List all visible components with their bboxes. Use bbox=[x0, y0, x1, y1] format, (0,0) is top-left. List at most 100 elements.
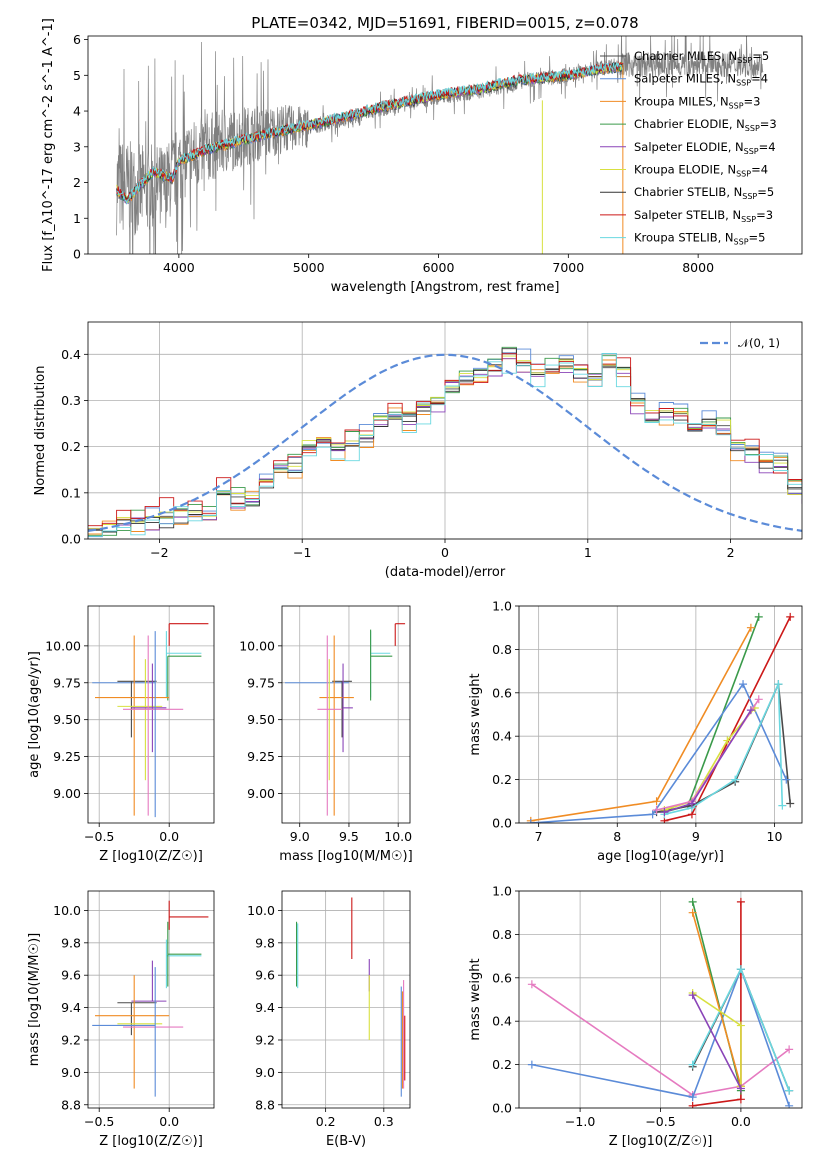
weight-marker bbox=[746, 623, 755, 632]
y-tick-label: 0.0 bbox=[492, 1101, 512, 1116]
y-tick-label: 0.2 bbox=[61, 439, 81, 454]
y-tick-label: 0.0 bbox=[61, 532, 81, 547]
weight-marker bbox=[688, 1101, 697, 1108]
axes: 0.2 0.3 8.8 9.0 9.2 9.4 9.6 9.8 10.0 E(B-V) bbox=[247, 890, 411, 1149]
legend-entry-tail: =3 bbox=[756, 208, 773, 222]
errorbar-point bbox=[370, 631, 391, 698]
weight-marker bbox=[736, 1095, 745, 1104]
x-tick-label: −1.0 bbox=[565, 1114, 595, 1129]
errorbar-point bbox=[131, 960, 167, 1002]
weight-series bbox=[527, 965, 794, 1108]
y-tick-label: 9.2 bbox=[255, 1032, 275, 1047]
legend-entry-base: Salpeter STELIB, N bbox=[634, 208, 741, 222]
plot-area bbox=[284, 623, 406, 816]
weight-marker bbox=[688, 991, 697, 1000]
y-tick-label: 5 bbox=[73, 68, 81, 83]
x-axis-label: wavelength [Angstrom, rest frame] bbox=[331, 280, 560, 295]
legend-entry: 𝒩(0, 1) bbox=[738, 336, 780, 350]
legend-entry-base: Salpeter ELODIE, N bbox=[634, 140, 744, 154]
y-axis-label: age [log10(age/yr)] bbox=[27, 651, 42, 778]
x-tick-label: 0.2 bbox=[316, 1114, 336, 1129]
weight-line bbox=[664, 707, 756, 811]
y-tick-label: 0.8 bbox=[492, 927, 512, 942]
legend-entry-sub: SSP bbox=[745, 124, 760, 133]
age-vs-mass-panel: 9.0 9.5 10.0 9.00 9.25 9.50 9.75 10.00 mass [log… bbox=[239, 605, 413, 864]
y-tick-label: 0.2 bbox=[492, 772, 512, 787]
weight-marker bbox=[723, 736, 732, 745]
y-tick-label: 9.6 bbox=[255, 968, 275, 983]
legend-entry: Chabrier MILES, NSSP=5 bbox=[634, 49, 769, 65]
legend-entry-base: Chabrier MILES, N bbox=[634, 49, 737, 63]
y-tick-label: 10.0 bbox=[247, 903, 275, 918]
x-tick-label: 0.0 bbox=[159, 829, 179, 844]
weight-marker bbox=[660, 808, 669, 817]
axes-frame bbox=[281, 605, 411, 824]
y-tick-label: 10.0 bbox=[53, 903, 81, 918]
legend-entry-sub: SSP bbox=[736, 79, 751, 88]
x-tick-label: 10 bbox=[767, 829, 783, 844]
model-spectrum bbox=[116, 63, 624, 205]
weight-marker bbox=[688, 908, 697, 917]
y-tick-label: 9.4 bbox=[61, 1000, 81, 1015]
model-spectrum bbox=[116, 63, 624, 203]
axes: −0.5 0.0 8.8 9.0 9.2 9.4 9.6 9.8 10.0 Z [log10(Z/… bbox=[27, 890, 215, 1149]
weight-marker bbox=[527, 1060, 536, 1069]
legend-entry-sub: SSP bbox=[742, 192, 757, 201]
y-tick-label: 9.8 bbox=[255, 935, 275, 950]
weight-line bbox=[691, 912, 742, 1087]
y-tick-label: 2 bbox=[73, 175, 81, 190]
y-tick-label: 0.4 bbox=[492, 1014, 512, 1029]
legend-entry-sub: SSP bbox=[734, 238, 749, 247]
legend-entry-sub: SSP bbox=[737, 56, 752, 65]
legend-entry-tail: =5 bbox=[752, 49, 769, 63]
model-spectrum bbox=[116, 65, 624, 204]
y-tick-label: 9.0 bbox=[61, 1065, 81, 1080]
weight-line bbox=[691, 994, 742, 1089]
weight-line bbox=[664, 683, 784, 816]
axes: −0.5 0.0 9.00 9.25 9.50 9.75 10.00 Z [log10(Z/Z… bbox=[27, 605, 215, 864]
model-spectrum bbox=[116, 61, 624, 205]
errorbar-point bbox=[95, 635, 170, 816]
legend-entry-tail: =5 bbox=[749, 231, 766, 245]
weight-marker bbox=[736, 1021, 745, 1030]
residual-histogram bbox=[88, 348, 802, 538]
legend-entry-tail: =4 bbox=[759, 140, 776, 154]
x-tick-label: 8000 bbox=[682, 260, 714, 275]
weight-marker bbox=[526, 819, 535, 823]
y-tick-label: 0.8 bbox=[492, 642, 512, 657]
y-tick-label: 0.2 bbox=[492, 1057, 512, 1072]
y-tick-label: 10.00 bbox=[239, 638, 275, 653]
errorbar-point bbox=[342, 663, 353, 753]
legend-entry-base: Kroupa MILES, N bbox=[634, 94, 729, 108]
weight-marker bbox=[688, 1093, 697, 1102]
weight-marker bbox=[782, 775, 791, 784]
errorbar-point bbox=[167, 921, 202, 987]
legend-entry-base: Chabrier ELODIE, N bbox=[634, 117, 745, 131]
weight-series bbox=[688, 908, 745, 1091]
weight-marker bbox=[774, 680, 783, 689]
y-tick-label: 3 bbox=[73, 139, 81, 154]
legend-entry-base: Chabrier STELIB, N bbox=[634, 185, 742, 199]
y-tick-label: 9.8 bbox=[61, 935, 81, 950]
x-tick-label: 8 bbox=[613, 829, 621, 844]
residual-histogram bbox=[88, 352, 802, 537]
weight-series bbox=[526, 680, 791, 823]
legend-entry-base: Kroupa ELODIE, N bbox=[634, 163, 736, 177]
weight-line bbox=[692, 992, 742, 1087]
weight-marker bbox=[527, 980, 536, 989]
weight-marker bbox=[785, 1045, 794, 1054]
model-spectrum bbox=[116, 62, 624, 205]
plot-area bbox=[92, 623, 209, 818]
plot-area bbox=[527, 897, 794, 1108]
y-tick-label: 0.4 bbox=[492, 729, 512, 744]
legend-entry: Salpeter MILES, NSSP=4 bbox=[634, 72, 768, 88]
errorbar-point bbox=[317, 635, 343, 816]
x-axis-label: Z [log10(Z/Z☉)] bbox=[609, 1134, 713, 1149]
mass-vs-ebv-panel: 0.2 0.3 8.8 9.0 9.2 9.4 9.6 9.8 10.0 E(B-V) bbox=[247, 890, 411, 1149]
legend-entry: Salpeter ELODIE, NSSP=4 bbox=[634, 140, 776, 156]
axes-frame bbox=[281, 890, 411, 1109]
weight-marker bbox=[736, 965, 745, 974]
x-tick-label: −0.5 bbox=[84, 1114, 114, 1129]
plot-area bbox=[116, 36, 764, 254]
weight-line bbox=[530, 682, 788, 823]
